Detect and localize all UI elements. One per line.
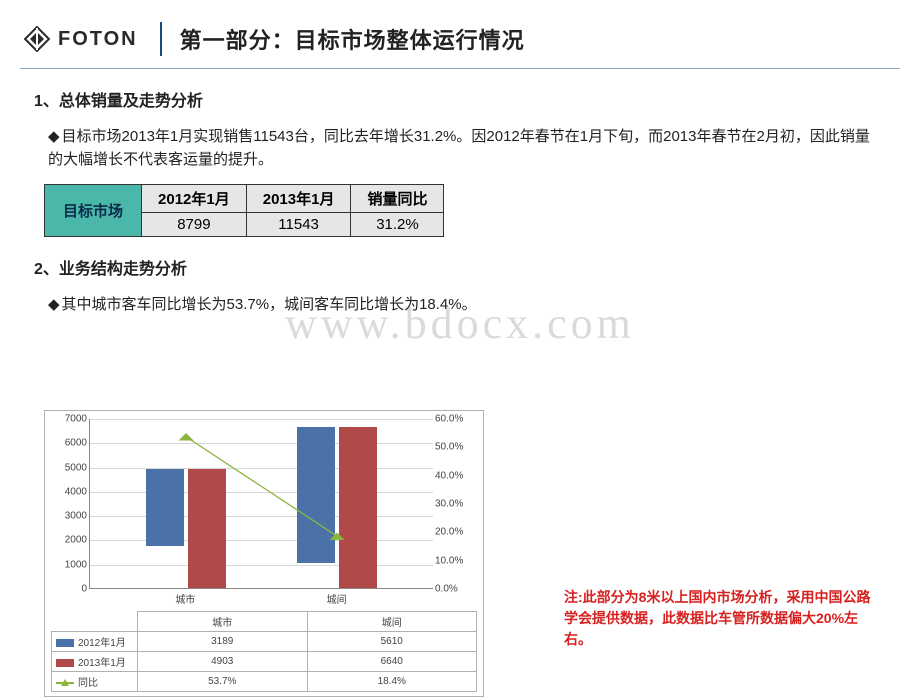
x-axis-labels: 城市 城间	[89, 589, 433, 609]
legend-cell: 2013年1月	[52, 652, 138, 672]
data-table-cell: 18.4%	[307, 672, 477, 692]
summary-header: 2012年1月	[142, 184, 247, 212]
section2-body: 其中城市客车同比增长为53.7%，城间客车同比增长为18.4%。	[48, 293, 872, 316]
section2-heading: 2、业务结构走势分析	[34, 255, 920, 279]
foton-logo: FOTON	[24, 26, 138, 52]
y-left-tick: 6000	[51, 438, 89, 449]
summary-table: 目标市场 2012年1月 2013年1月 销量同比 8799 11543 31.…	[44, 184, 444, 237]
summary-row-label: 目标市场	[45, 184, 142, 236]
y-right-tick: 50.0%	[433, 442, 477, 453]
header-underline	[20, 68, 900, 69]
data-table-cell: 5610	[307, 632, 477, 652]
y-right-tick: 10.0%	[433, 555, 477, 566]
chart-bar	[339, 427, 377, 588]
legend-swatch-icon	[56, 639, 74, 647]
chart-area: 01000200030004000500060007000 0.0%10.0%2…	[89, 419, 433, 609]
bar-group	[135, 469, 238, 588]
y-right-tick: 20.0%	[433, 527, 477, 538]
section1-body: 目标市场2013年1月实现销售11543台，同比去年增长31.2%。因2012年…	[48, 125, 872, 172]
y-left-tick: 2000	[51, 535, 89, 546]
y-right-tick: 60.0%	[433, 414, 477, 425]
y-axis-left: 01000200030004000500060007000	[51, 419, 89, 589]
legend-cell: 同比	[52, 672, 138, 692]
bar-group	[286, 427, 389, 588]
header-row: FOTON 第一部分：目标市场整体运行情况	[0, 0, 920, 64]
summary-header: 2013年1月	[246, 184, 351, 212]
legend-swatch-icon	[56, 659, 74, 667]
data-table-cell: 3189	[138, 632, 308, 652]
chart-plot	[89, 419, 433, 589]
section1-heading: 1、总体销量及走势分析	[34, 87, 920, 111]
logo-text: FOTON	[58, 28, 138, 51]
title-divider	[160, 22, 162, 56]
y-right-tick: 0.0%	[433, 584, 477, 595]
data-table-cell: 53.7%	[138, 672, 308, 692]
data-table-cell: 6640	[307, 652, 477, 672]
y-left-tick: 0	[51, 584, 89, 595]
legend-line-swatch-icon	[56, 678, 74, 688]
summary-header: 销量同比	[351, 184, 444, 212]
x-axis-label: 城间	[327, 591, 347, 606]
chart-bar	[188, 469, 226, 588]
chart-container: 0 1000 2000 3000 4000 5000 6000 7000 0.0% 10.0% 2…	[44, 410, 484, 697]
y-right-tick: 30.0%	[433, 499, 477, 510]
y-axis-right: 0.0%10.0%20.0%30.0%40.0%50.0%60.0%	[433, 419, 477, 589]
chart-gridline	[90, 419, 433, 420]
y-left-tick: 3000	[51, 511, 89, 522]
footnote-text: 注:此部分为8米以上国内市场分析，采用中国公路学会提供数据，此数据比车管所数据偏…	[564, 587, 884, 650]
y-left-tick: 5000	[51, 462, 89, 473]
summary-cell: 11543	[246, 212, 351, 236]
summary-cell: 8799	[142, 212, 247, 236]
y-left-tick: 7000	[51, 414, 89, 425]
y-left-tick: 1000	[51, 559, 89, 570]
data-table-cell: 4903	[138, 652, 308, 672]
y-left-tick: 4000	[51, 486, 89, 497]
logo-diamond-icon	[24, 26, 50, 52]
data-table-category: 城间	[307, 612, 477, 632]
legend-cell: 2012年1月	[52, 632, 138, 652]
chart-bar	[297, 427, 335, 563]
page-title: 第一部分：目标市场整体运行情况	[180, 23, 525, 55]
x-axis-label: 城市	[175, 591, 195, 606]
chart-data-table: 城市城间 2012年1月31895610 2013年1月49036640 同比53.…	[51, 611, 477, 692]
chart-bar	[146, 469, 184, 546]
data-table-category: 城市	[138, 612, 308, 632]
y-right-tick: 40.0%	[433, 470, 477, 481]
summary-cell: 31.2%	[351, 212, 444, 236]
